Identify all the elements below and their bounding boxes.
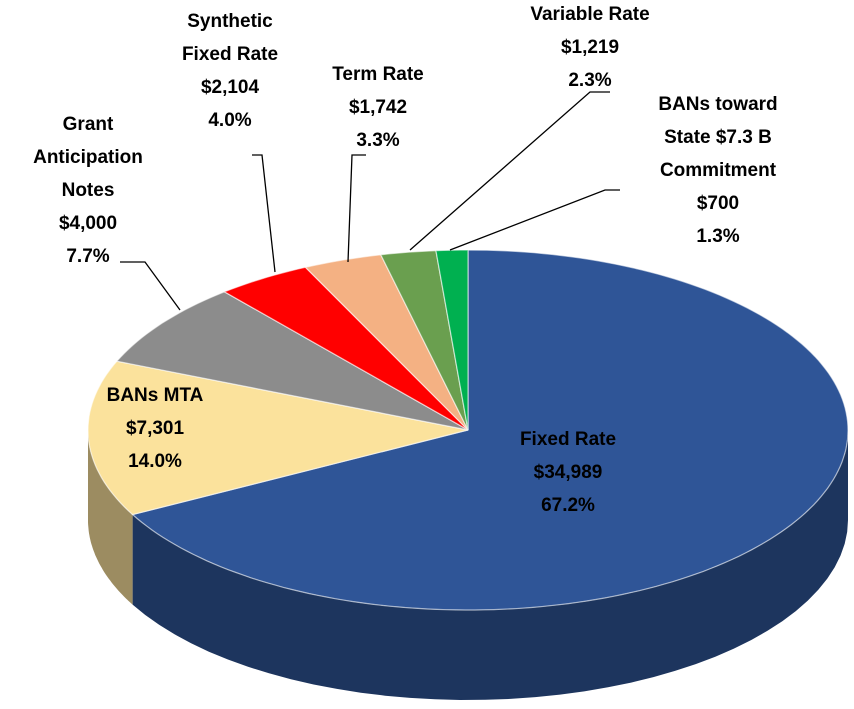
pie-slice-side <box>132 430 849 700</box>
slice-value-label: $1,742 <box>349 97 407 118</box>
pie-slice <box>222 266 469 431</box>
pie-slice <box>115 291 469 431</box>
pie-slice <box>379 249 469 431</box>
slice-percent-label: 3.3% <box>356 130 399 151</box>
slice-value-label: $1,219 <box>561 37 619 58</box>
slice-value-label: $34,989 <box>534 462 603 483</box>
slice-value-label: $2,104 <box>201 77 260 98</box>
slice-label: Synthetic <box>187 11 273 32</box>
slice-label: State $7.3 B <box>664 127 772 148</box>
slice-percent-label: 2.3% <box>568 70 611 91</box>
pie-slice <box>304 254 469 431</box>
slice-label: Fixed Rate <box>520 429 616 450</box>
leader-line <box>409 91 610 251</box>
leader-line <box>252 154 276 273</box>
slice-value-label: $700 <box>697 193 739 214</box>
slice-percent-label: 4.0% <box>208 110 251 131</box>
slice-label: Anticipation <box>33 147 143 168</box>
slice-value-label: $7,301 <box>126 418 185 439</box>
pie-slice <box>87 360 469 516</box>
pie-tops <box>87 249 849 611</box>
slice-label: BANs toward <box>658 94 777 115</box>
slice-value-label: $4,000 <box>59 213 117 234</box>
pie-slice <box>131 249 849 611</box>
labels: Fixed Rate $34,989 67.2% BANs MTA $7,301 14.0… <box>33 4 778 516</box>
pie-slice <box>435 249 469 431</box>
slice-percent-label: 7.7% <box>66 246 109 267</box>
leader-line <box>449 189 620 251</box>
slice-label: Commitment <box>660 160 777 181</box>
slice-label: Fixed Rate <box>182 44 278 65</box>
slice-label: Term Rate <box>332 64 424 85</box>
slice-label: Notes <box>62 180 115 201</box>
leader-lines <box>120 91 620 311</box>
slice-label: BANs MTA <box>107 385 204 406</box>
leader-line <box>120 261 181 311</box>
slice-label: Variable Rate <box>530 4 649 25</box>
slice-percent-label: 1.3% <box>696 226 739 247</box>
slice-percent-label: 67.2% <box>541 495 595 516</box>
slice-label: Grant <box>63 114 114 135</box>
leader-line <box>347 154 366 263</box>
slice-percent-label: 14.0% <box>128 451 182 472</box>
